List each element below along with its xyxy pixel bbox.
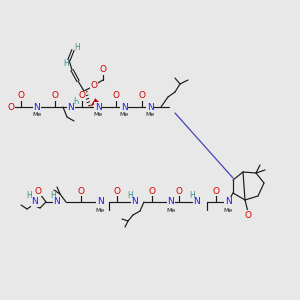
Text: O: O <box>212 187 220 196</box>
Text: O: O <box>91 80 98 89</box>
Text: N: N <box>34 103 40 112</box>
Text: H: H <box>189 191 195 200</box>
Text: Me: Me <box>95 208 105 212</box>
Text: Me: Me <box>32 112 42 118</box>
Text: O: O <box>34 187 41 196</box>
Text: H: H <box>63 59 69 68</box>
Text: O: O <box>112 92 119 100</box>
Text: N: N <box>97 197 104 206</box>
Text: O: O <box>244 211 251 220</box>
Text: Me: Me <box>224 208 232 212</box>
Text: N: N <box>168 197 174 206</box>
Text: N: N <box>147 103 153 112</box>
Text: O: O <box>52 92 58 100</box>
Text: O: O <box>139 92 145 100</box>
Text: H: H <box>26 191 32 200</box>
Text: O: O <box>77 187 85 196</box>
Text: O: O <box>79 92 86 100</box>
Text: Me: Me <box>93 112 103 118</box>
Text: Me: Me <box>146 112 154 118</box>
Text: O: O <box>100 65 106 74</box>
Text: Me: Me <box>167 208 176 212</box>
Text: H: H <box>74 43 80 52</box>
Text: O: O <box>148 187 155 196</box>
Text: N: N <box>54 197 60 206</box>
Text: O: O <box>17 92 25 100</box>
Text: N: N <box>68 103 74 112</box>
Text: H: H <box>50 191 56 200</box>
Text: N: N <box>94 103 101 112</box>
Text: N: N <box>194 197 200 206</box>
Text: H: H <box>73 97 79 106</box>
Text: H: H <box>127 191 133 200</box>
Text: N: N <box>32 197 38 206</box>
Text: N: N <box>132 197 138 206</box>
Text: N: N <box>225 197 231 206</box>
Text: O: O <box>8 103 14 112</box>
Polygon shape <box>90 98 99 107</box>
Text: N: N <box>121 103 128 112</box>
Text: O: O <box>176 187 182 196</box>
Text: Me: Me <box>119 112 129 118</box>
Text: O: O <box>113 187 121 196</box>
